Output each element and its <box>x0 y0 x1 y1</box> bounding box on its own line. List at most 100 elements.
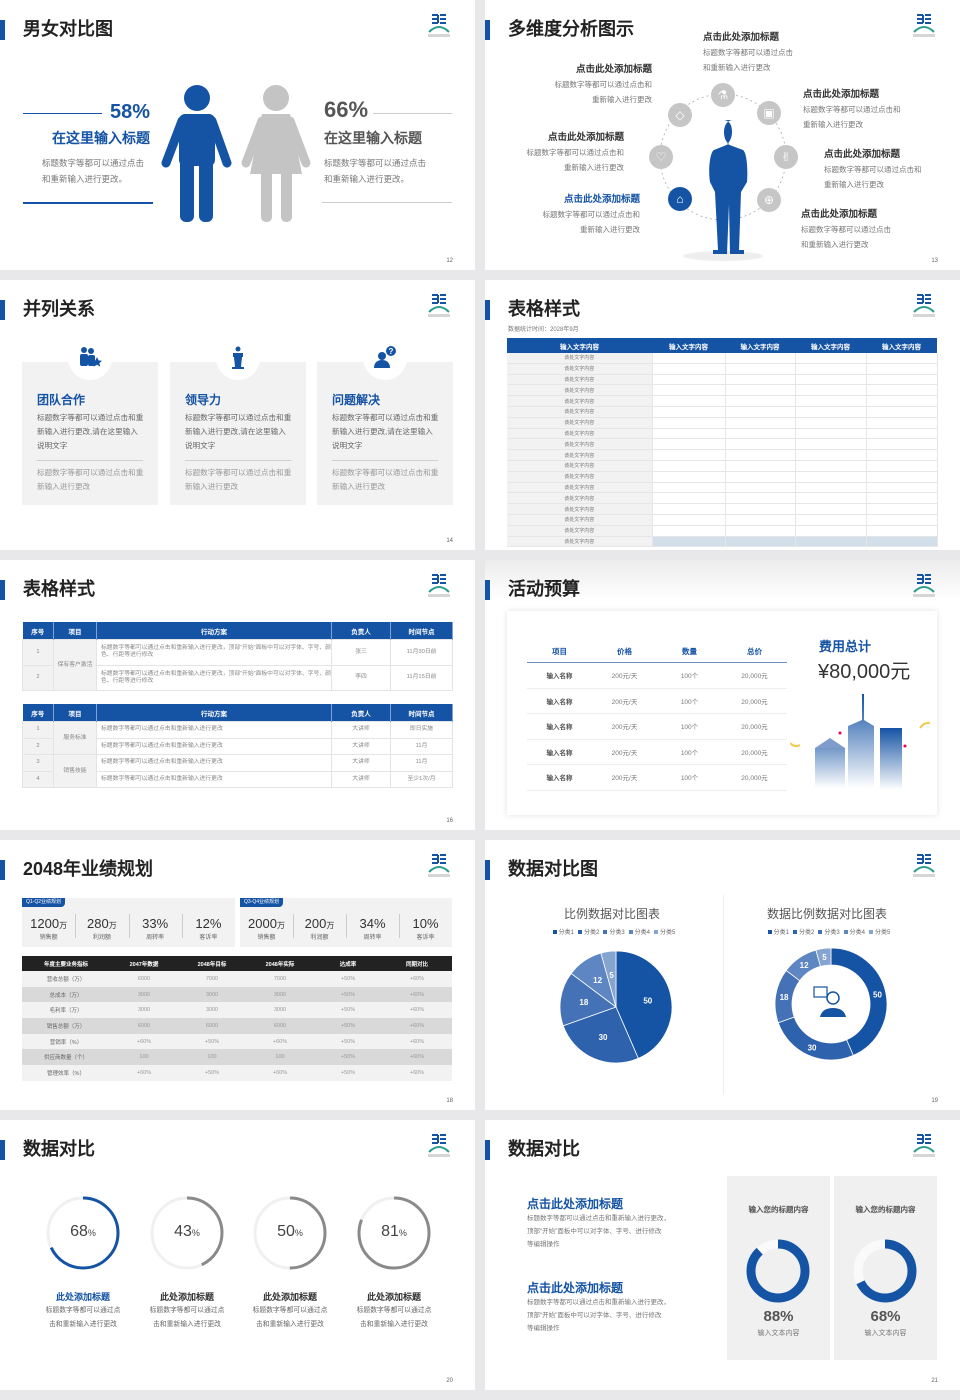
table-cell[interactable] <box>652 482 726 494</box>
table-cell[interactable] <box>725 428 796 440</box>
table-cell[interactable] <box>795 353 867 364</box>
table-cell[interactable] <box>866 514 938 526</box>
column-header[interactable]: 输入文字内容 <box>652 338 725 353</box>
table-cell[interactable] <box>866 384 938 397</box>
table-cell[interactable] <box>652 525 726 537</box>
table-cell[interactable] <box>652 536 726 548</box>
table-cell[interactable] <box>725 417 796 429</box>
table-cell[interactable] <box>795 471 867 483</box>
table-cell[interactable] <box>866 438 938 451</box>
table-cell[interactable] <box>652 438 726 451</box>
table-cell[interactable] <box>725 536 796 548</box>
globe-icon[interactable]: ⊕ <box>757 188 781 212</box>
table-cell[interactable] <box>795 395 867 407</box>
table-cell[interactable] <box>725 503 796 515</box>
slide-table-style-2[interactable]: 表格样式 16 序号 项目 行动方案 负责人 时间节点 1 保有客户激活 标题数字等都可以通过点击… <box>0 560 475 830</box>
lock-icon[interactable]: ▣ <box>757 101 781 125</box>
item-heading[interactable]: 点击此处添加标题 <box>803 89 880 100</box>
item-heading[interactable]: 点击此处添加标题 <box>824 149 901 160</box>
slide-pie-compare[interactable]: 数据对比图 19 比例数据对比图表 分类1 分类2 分类3 分类4 分类5 50 30 18 12 5 数… <box>485 840 960 1110</box>
table-cell[interactable] <box>652 428 726 440</box>
table-cell[interactable] <box>725 395 796 407</box>
table-cell[interactable] <box>795 417 867 429</box>
item-heading[interactable]: 点击此处添加标题 <box>575 64 652 75</box>
item-heading[interactable]: 点击此处添加标题 <box>703 32 780 43</box>
table-cell[interactable] <box>725 514 796 526</box>
table-cell[interactable] <box>795 406 867 418</box>
table-cell[interactable] <box>795 438 867 451</box>
table-cell[interactable] <box>795 503 867 515</box>
table-cell[interactable] <box>725 449 796 461</box>
block-title[interactable]: 点击此处添加标题 <box>527 1281 624 1295</box>
table-cell[interactable] <box>795 363 867 375</box>
slide-parallel[interactable]: 并列关系 14 团队合作 标题数字等都可以通过点击和重新输入进行更改,请在这里输入说明… <box>0 280 475 550</box>
table-cell[interactable] <box>725 353 796 364</box>
table-cell[interactable] <box>652 492 726 505</box>
table-cell[interactable] <box>866 417 938 429</box>
table-cell[interactable] <box>725 482 796 494</box>
table-cell[interactable] <box>652 471 726 483</box>
block-title[interactable]: 点击此处添加标题 <box>527 1197 624 1211</box>
column-header[interactable]: 输入文字内容 <box>507 338 652 353</box>
table-cell[interactable] <box>866 363 938 375</box>
slide-multi-dimension[interactable]: 多维度分析图示 13 ⚗ 点击此处添加标题 标题数字等都可以通过点击 和重新输入进行更改 ▣… <box>485 0 960 270</box>
table-cell[interactable] <box>866 428 938 440</box>
table-cell[interactable] <box>795 428 867 440</box>
item-heading[interactable]: 点击此处添加标题 <box>563 194 640 205</box>
table-cell[interactable] <box>652 449 726 461</box>
table-cell[interactable] <box>725 406 796 418</box>
table-cell[interactable] <box>725 438 796 451</box>
table-cell[interactable] <box>866 395 938 407</box>
table-cell[interactable] <box>795 536 867 548</box>
table-cell[interactable] <box>652 460 726 472</box>
table-cell[interactable] <box>652 363 726 375</box>
table-cell[interactable] <box>866 406 938 418</box>
table-cell[interactable] <box>866 503 938 515</box>
table-cell[interactable] <box>652 514 726 526</box>
column-header[interactable]: 输入文字内容 <box>795 338 866 353</box>
table-cell[interactable] <box>652 353 726 364</box>
graduation-cap-icon[interactable]: ⌂ <box>668 187 692 211</box>
table-cell[interactable] <box>795 374 867 386</box>
table-cell[interactable] <box>725 525 796 537</box>
table-cell[interactable] <box>652 384 726 397</box>
slide-table-style-1[interactable]: 表格样式15数据统计时间：2028年9月输入文字内容输入文字内容输入文字内容输入… <box>485 280 960 550</box>
heart-icon[interactable]: ♡ <box>649 145 673 169</box>
column-header[interactable]: 输入文字内容 <box>866 338 937 353</box>
slide-ring-compare[interactable]: 数据对比 20 68% 此处添加标题 标题数字等都可以通过点 击和重新输入进行更改 43% 此… <box>0 1120 475 1390</box>
table-cell[interactable] <box>725 492 796 505</box>
table-cell[interactable] <box>652 406 726 418</box>
table-cell[interactable] <box>795 514 867 526</box>
item-heading[interactable]: 点击此处添加标题 <box>547 132 624 143</box>
table-cell[interactable] <box>866 471 938 483</box>
table-cell[interactable] <box>652 503 726 515</box>
table-cell[interactable] <box>866 482 938 494</box>
slide-gender-comparison[interactable]: 男女对比图 12 58% 在这里输入标题 标题数字等都可以通过点击 和重新输入进行更改。 6… <box>0 0 475 270</box>
table-cell[interactable] <box>725 460 796 472</box>
column-header[interactable]: 输入文字内容 <box>725 338 795 353</box>
table-cell[interactable] <box>652 417 726 429</box>
slide-performance-plan[interactable]: 2048年业绩规划 18 Q1-Q2业绩规划 1200万 销售额 280万 利润额 33% 周转… <box>0 840 475 1110</box>
table-cell[interactable] <box>725 384 796 397</box>
item-heading[interactable]: 点击此处添加标题 <box>801 209 878 220</box>
table-cell[interactable] <box>795 449 867 461</box>
table-cell[interactable] <box>725 471 796 483</box>
table-cell[interactable] <box>795 492 867 505</box>
table-cell[interactable] <box>866 492 938 505</box>
table-cell[interactable] <box>725 363 796 375</box>
table-cell[interactable] <box>866 449 938 461</box>
diamond-icon[interactable]: ◇ <box>668 103 692 127</box>
table-cell[interactable] <box>795 525 867 537</box>
flask-icon[interactable]: ⚗ <box>711 83 735 107</box>
table-cell[interactable] <box>795 384 867 397</box>
table-cell[interactable] <box>866 353 938 364</box>
table-cell[interactable] <box>866 460 938 472</box>
slide-budget[interactable]: 活动预算 项目 价格 数量 总价 输入名称 200元/天 100个 20,000元 输入名称 200… <box>485 560 960 830</box>
thumbs-up-icon[interactable]: ✌ <box>774 145 798 169</box>
table-cell[interactable] <box>795 482 867 494</box>
table-cell[interactable] <box>866 525 938 537</box>
table-cell[interactable] <box>652 374 726 386</box>
table-cell[interactable] <box>725 374 796 386</box>
table-cell[interactable] <box>866 374 938 386</box>
slide-donut-cards[interactable]: 数据对比 21 点击此处添加标题 标题数字等都可以通过点击和重新输入进行更改， 顶部“开… <box>485 1120 960 1390</box>
